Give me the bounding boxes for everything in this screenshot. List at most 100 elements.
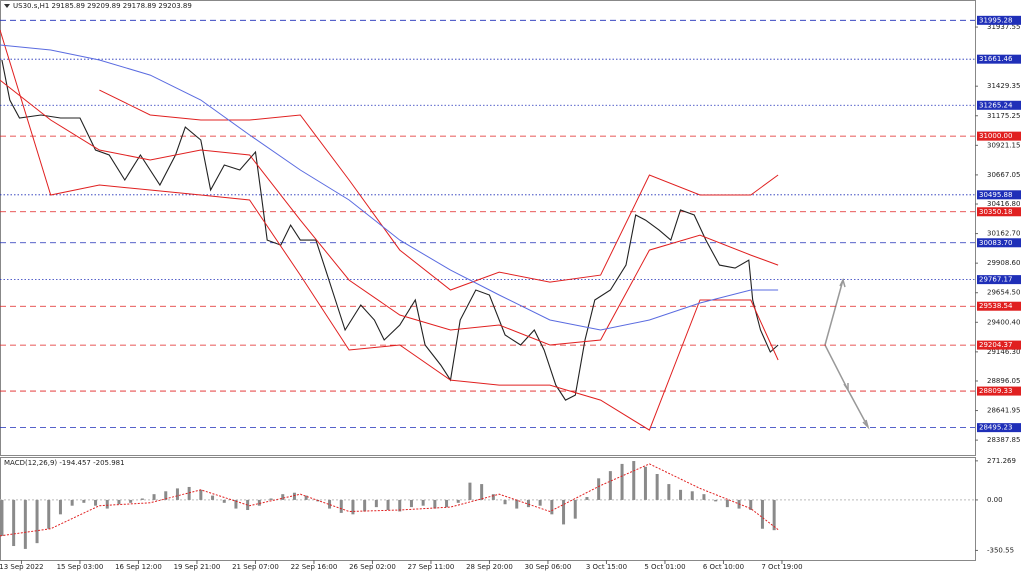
x-tick-label: 6 Oct 10:00 — [703, 563, 744, 571]
macd-bar — [421, 499, 425, 506]
level-label: 30083.70 — [979, 239, 1012, 247]
x-tick-label: 26 Sep 02:00 — [349, 563, 396, 571]
macd-bar — [632, 461, 636, 500]
macd-bar — [398, 499, 402, 512]
x-tick-label: 16 Sep 12:00 — [115, 563, 162, 571]
level-label: 29538.54 — [979, 302, 1013, 310]
macd-bar — [585, 497, 589, 500]
x-tick-label: 22 Sep 16:00 — [291, 563, 338, 571]
macd-bar — [468, 482, 472, 500]
macd-bar — [456, 499, 460, 503]
y-tick-label: 29908.60 — [987, 259, 1020, 267]
level-tag — [977, 100, 1021, 110]
macd-bar — [70, 499, 74, 506]
y-tick-label: 30416.80 — [987, 200, 1020, 208]
macd-bar — [82, 499, 86, 503]
x-tick-label: 21 Sep 07:00 — [232, 563, 279, 571]
macd-bar — [269, 498, 273, 500]
macd-bar — [503, 499, 507, 505]
x-tick-label: 7 Oct 19:00 — [761, 563, 802, 571]
y-tick-label: 28387.85 — [987, 436, 1020, 444]
macd-bar — [304, 495, 308, 500]
macd-bar — [690, 491, 694, 500]
x-tick-label: 5 Oct 01:00 — [644, 563, 685, 571]
signal-line — [0, 463, 779, 537]
level-tag — [977, 15, 1021, 25]
level-label: 31000.00 — [979, 132, 1012, 140]
macd-bar — [374, 499, 378, 508]
macd-bar — [35, 499, 39, 544]
macd-bar — [608, 471, 612, 500]
macd-bar — [351, 499, 355, 515]
x-tick-label: 19 Sep 21:00 — [174, 563, 221, 571]
y-tick-label: 30162.70 — [987, 230, 1020, 238]
macd-bar — [749, 499, 753, 511]
macd-bar — [702, 494, 706, 500]
y-tick-label: 29400.40 — [987, 318, 1020, 326]
price-line — [1, 59, 779, 401]
arrow-head — [843, 383, 849, 393]
y-tick-label: -350.55 — [987, 546, 1014, 554]
band-line — [99, 89, 779, 291]
macd-bar — [94, 499, 98, 506]
macd-bar — [339, 499, 343, 513]
y-tick-label: 30667.05 — [987, 171, 1020, 179]
y-tick-label: 29146.30 — [987, 348, 1020, 356]
macd-bar — [175, 488, 179, 500]
macd-bar — [643, 466, 647, 500]
macd-bar — [725, 499, 729, 508]
macd-bar — [363, 499, 367, 512]
main-frame — [0, 0, 976, 456]
macd-bar — [526, 499, 530, 508]
arrow-head — [862, 419, 870, 430]
macd-bar — [281, 494, 285, 500]
macd-bar — [140, 498, 144, 500]
level-label: 30495.88 — [979, 191, 1012, 199]
macd-bar — [515, 499, 519, 509]
projection-arrows — [824, 277, 870, 430]
macd-bar — [164, 491, 168, 500]
x-tick-label: 27 Sep 11:00 — [408, 563, 455, 571]
level-tag — [977, 207, 1021, 217]
macd-bar — [550, 499, 554, 515]
level-label: 30350.18 — [979, 208, 1012, 216]
macd-bar — [199, 489, 203, 500]
band-line — [0, 29, 779, 431]
macd-bar — [714, 499, 718, 502]
macd-bar — [23, 499, 27, 549]
level-label: 28809.33 — [979, 387, 1012, 395]
macd-bar — [562, 499, 566, 525]
band-line — [0, 44, 779, 331]
macd-bar — [655, 473, 659, 500]
y-tick-label: 31429.35 — [987, 82, 1020, 90]
macd-bar — [772, 499, 776, 531]
macd-bar — [47, 499, 51, 529]
level-label: 31265.24 — [979, 101, 1013, 109]
level-tag — [977, 54, 1021, 64]
macd-bar — [58, 499, 62, 515]
level-tag — [977, 386, 1021, 396]
macd-bar — [667, 484, 671, 500]
macd-bar — [573, 499, 577, 519]
macd-bar — [409, 499, 413, 508]
x-tick-label: 15 Sep 03:00 — [57, 563, 104, 571]
x-tick-label: 28 Sep 20:00 — [466, 563, 513, 571]
y-tick-label: 28896.05 — [987, 377, 1020, 385]
menu-icon[interactable] — [4, 4, 10, 8]
macd-title: MACD(12,26,9) -194.457 -205.981 — [4, 459, 125, 467]
macd-bar — [292, 492, 296, 500]
macd-bar — [445, 499, 449, 508]
macd-bar — [187, 486, 191, 500]
macd-bar — [211, 495, 215, 500]
macd-bar — [433, 499, 437, 509]
macd-bar — [597, 478, 601, 500]
macd-bar — [105, 499, 109, 509]
y-tick-label: 29654.50 — [987, 289, 1020, 297]
macd-bar — [129, 499, 133, 503]
arrow-head — [839, 277, 846, 288]
macd-bar — [760, 499, 764, 529]
y-tick-label: 31175.25 — [987, 112, 1020, 120]
y-tick-label: 31937.55 — [987, 23, 1020, 31]
level-tag — [977, 423, 1021, 433]
